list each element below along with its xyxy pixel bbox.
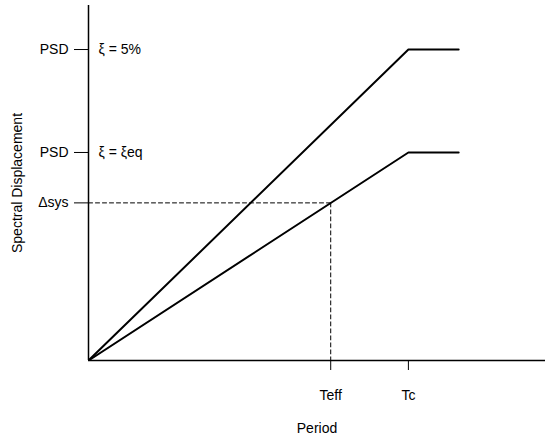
svg-text:Teff: Teff — [320, 387, 342, 403]
svg-text:Spectral Displacement: Spectral Displacement — [9, 113, 25, 253]
svg-text:Tc: Tc — [401, 387, 415, 403]
svg-text:Period: Period — [297, 420, 337, 436]
svg-text:ξ = ξeq: ξ = ξeq — [99, 144, 143, 160]
svg-text:PSD: PSD — [40, 41, 69, 57]
svg-text:ξ = 5%: ξ = 5% — [99, 41, 141, 57]
svg-text:Δsys: Δsys — [38, 194, 68, 210]
svg-text:PSD: PSD — [40, 144, 69, 160]
